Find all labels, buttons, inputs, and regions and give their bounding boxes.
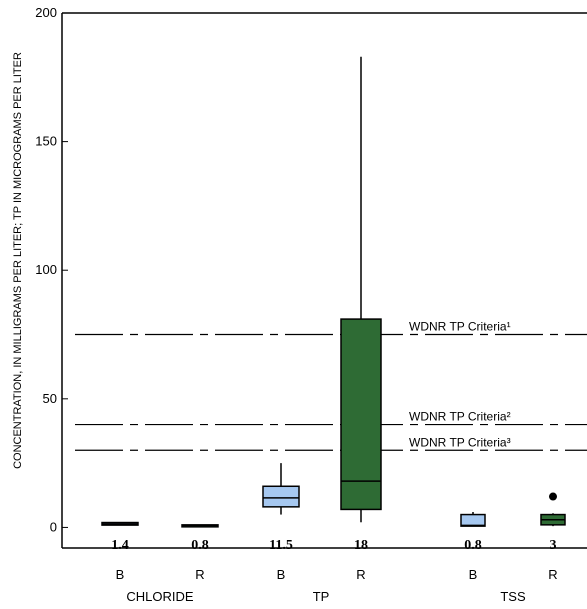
reference-line-label: WDNR TP Criteria² (409, 410, 511, 424)
box-tp-r (340, 318, 382, 511)
median-value-label: 0.8 (191, 538, 209, 553)
axes: 0 50 100 150 200 CONCENTRATION, IN MILLIGRAMS… (12, 5, 587, 549)
group-label: CHLORIDE (126, 589, 194, 604)
labels: WDNR TP Criteria¹ WDNR TP Criteria² WDNR T… (111, 320, 557, 604)
category-label: B (277, 567, 286, 582)
median-value-label: 11.5 (269, 538, 293, 553)
median-value-label: 0.8 (464, 538, 482, 553)
category-label: R (548, 567, 557, 582)
y-axis-label: CONCENTRATION, IN MILLIGRAMS PER LITER; … (12, 52, 24, 469)
box-tss-b (460, 513, 486, 527)
y-tick-label: 0 (50, 519, 57, 534)
category-label: B (116, 567, 125, 582)
box-tp-b (262, 485, 300, 508)
median-value-label: 18 (354, 538, 368, 553)
category-label: R (356, 567, 365, 582)
category-label: R (195, 567, 204, 582)
category-label: B (469, 567, 478, 582)
group-label: TP (313, 589, 330, 604)
reference-line-label: WDNR TP Criteria¹ (409, 320, 511, 334)
reference-lines (75, 333, 587, 451)
y-tick-label: 150 (35, 134, 57, 149)
y-tick-label: 100 (35, 262, 57, 277)
y-tick-label: 50 (43, 391, 57, 406)
median-value-label: 1.4 (111, 538, 129, 553)
group-label: TSS (500, 589, 526, 604)
y-tick-label: 200 (35, 5, 57, 20)
median-value-label: 3 (550, 538, 557, 553)
reference-line-label: WDNR TP Criteria³ (409, 435, 511, 449)
outlier-point (549, 492, 557, 501)
boxes (101, 56, 566, 528)
